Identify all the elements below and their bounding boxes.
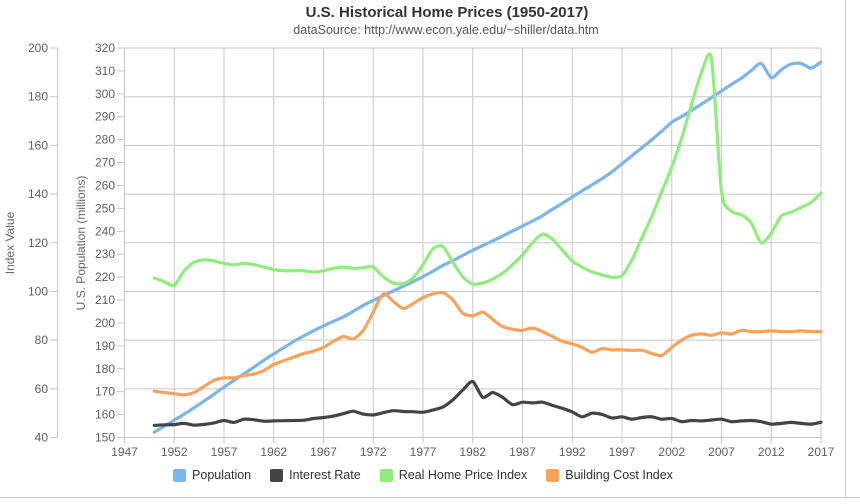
x-axis-tick-label: 1997 [609,445,636,459]
container-right-border [845,0,846,497]
legend-item-population[interactable]: Population [173,468,251,482]
x-axis-tick-label: 1977 [410,445,437,459]
x-axis-tick-label: 1982 [459,445,486,459]
population-axis-tick-label: 310 [95,64,115,78]
population-axis-tick-label: 230 [95,247,115,261]
series-line-interest-rate [152,379,823,427]
legend-label: Building Cost Index [565,468,673,482]
legend-label: Interest Rate [289,468,361,482]
population-axis-tick-label: 240 [95,224,115,238]
chart-subtitle: dataSource: http://www.econ.yale.edu/~sh… [293,23,599,37]
population-axis-tick-label: 150 [95,431,115,445]
population-axis-tick-label: 170 [95,385,115,399]
chart-title: U.S. Historical Home Prices (1950-2017) [305,4,589,21]
index-axis-tick-label: 80 [35,333,49,347]
series-line-real-home-price-index [152,52,823,288]
index-axis-tick-label: 160 [28,138,48,152]
legend-label: Real Home Price Index [398,468,528,482]
population-axis-tick-label: 300 [95,87,115,101]
population-axis-tick-label: 200 [95,316,115,330]
population-axis-tick-label: 180 [95,362,115,376]
x-axis-tick-label: 1962 [260,445,287,459]
index-axis-tick-label: 100 [28,284,48,298]
index-axis-tick-label: 40 [35,431,49,445]
index-axis-tick-label: 140 [28,187,48,201]
population-axis-tick-label: 260 [95,178,115,192]
legend-swatch-population [173,468,187,482]
container-bottom-border [0,497,860,498]
series-line-population [152,60,823,434]
population-axis-tick-label: 210 [95,293,115,307]
index-axis-tick-label: 120 [28,236,48,250]
index-axis-tick-label: 60 [35,382,49,396]
legend-item-building-cost-index[interactable]: Building Cost Index [546,468,673,482]
x-axis-tick-label: 1972 [360,445,387,459]
population-axis-tick-label: 320 [95,41,115,55]
legend-swatch-real-home-price-index [379,468,393,482]
population-axis-tick-label: 280 [95,133,115,147]
y-axis-title-population: U.S. Population (millions) [74,176,88,311]
index-axis-tick-label: 180 [28,90,48,104]
x-axis-tick-label: 1987 [509,445,536,459]
x-axis-tick-label: 1952 [161,445,188,459]
population-axis-tick-label: 270 [95,156,115,170]
y-axis-title-index: Index Value [3,211,17,274]
population-axis-tick-label: 160 [95,408,115,422]
legend: Population Interest Rate Real Home Price I… [0,468,846,482]
legend-item-interest-rate[interactable]: Interest Rate [270,468,361,482]
legend-item-real-home-price-index[interactable]: Real Home Price Index [379,468,528,482]
x-axis-tick-label: 2017 [808,445,835,459]
x-axis-tick-label: 1992 [559,445,586,459]
legend-label: Population [192,468,252,482]
legend-swatch-building-cost-index [546,468,560,482]
population-axis-tick-label: 190 [95,339,115,353]
population-axis-tick-label: 290 [95,110,115,124]
population-axis-tick-label: 220 [95,270,115,284]
x-axis-tick-label: 1967 [310,445,337,459]
x-axis-tick-label: 2012 [758,445,785,459]
series-line-building-cost-index [152,290,823,397]
index-axis-tick-label: 200 [28,41,48,55]
x-axis-tick-label: 2007 [708,445,735,459]
x-axis-tick-label: 1957 [211,445,238,459]
plot-area: 1947 1952 1957 1962 1967 1972 1977 1982 1987 1992… [3,41,835,459]
x-axis-tick-label: 2002 [658,445,685,459]
x-axis-tick-label: 1947 [111,445,138,459]
legend-swatch-interest-rate [270,468,284,482]
population-axis-tick-label: 250 [95,201,115,215]
